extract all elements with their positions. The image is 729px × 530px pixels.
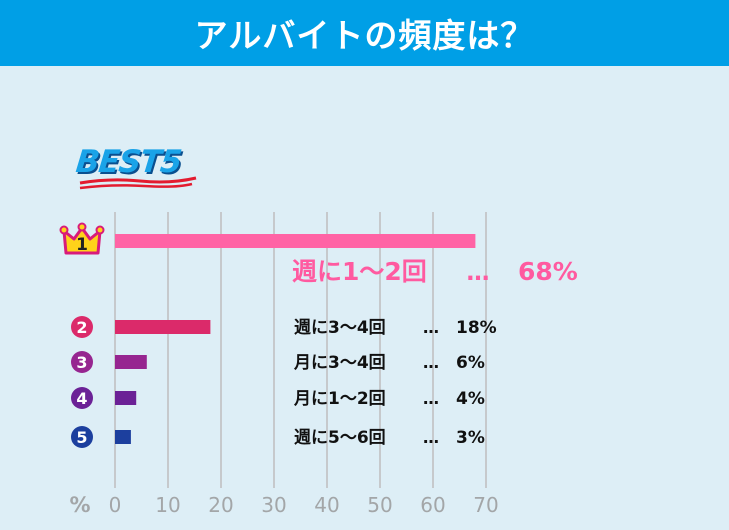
value-label: 4%: [456, 389, 485, 409]
value-label: 18%: [456, 318, 497, 338]
x-tick-label: 70: [473, 493, 498, 517]
bar-rank-3: [115, 355, 147, 369]
value-label: 68%: [518, 257, 578, 286]
x-tick-label: 50: [367, 493, 392, 517]
x-tick-label: 40: [314, 493, 339, 517]
header-banner: アルバイトの頻度は？: [0, 0, 729, 66]
page-title: アルバイトの頻度は？: [194, 16, 535, 55]
crown-icon: 1: [59, 222, 105, 255]
separator: …: [423, 428, 439, 447]
value-label: 6%: [456, 353, 485, 373]
bar-rank-4: [115, 391, 137, 405]
category-label: 月に3〜4回: [293, 353, 386, 373]
rank-number: 4: [76, 389, 87, 408]
separator: …: [467, 260, 490, 286]
rank-number: 1: [76, 235, 88, 255]
x-tick-label: 30: [261, 493, 286, 517]
data-label-rank-5: 週に5〜6回 … 3%: [294, 428, 485, 448]
data-label-rank-4: 月に1〜2回 … 4%: [293, 389, 485, 409]
rank-badge-5: 5: [71, 426, 93, 448]
x-tick-label: 10: [155, 493, 180, 517]
bar-rank-2: [115, 320, 211, 334]
x-tick-label: 0: [109, 493, 122, 517]
x-unit-label: %: [69, 493, 90, 517]
separator: …: [423, 353, 439, 372]
x-tick-label: 60: [420, 493, 445, 517]
category-label: 月に1〜2回: [293, 389, 386, 409]
rank-badge-4: 4: [71, 387, 93, 409]
rank-number: 5: [76, 428, 87, 447]
bar-rank-5: [115, 430, 131, 444]
data-label-rank-2: 週に3〜4回 … 18%: [294, 318, 497, 338]
bar-rank-1: [115, 234, 476, 248]
value-label: 3%: [456, 428, 485, 448]
x-axis-ticks: 0 10 20 30 40 50 60 70%: [69, 493, 498, 517]
grid-lines: [114, 212, 487, 488]
x-tick-label: 20: [208, 493, 233, 517]
separator: …: [423, 389, 439, 408]
separator: …: [423, 318, 439, 337]
category-label: 週に5〜6回: [294, 428, 386, 448]
category-label: 週に3〜4回: [294, 318, 386, 338]
rank-number: 3: [76, 353, 87, 372]
rank-number: 2: [76, 318, 87, 337]
data-label-rank-1: 週に1〜2回 … 68%: [292, 257, 578, 286]
category-label: 週に1〜2回: [292, 257, 427, 286]
best5-underline: [79, 176, 197, 190]
rank-badge-3: 3: [71, 351, 93, 373]
data-label-rank-3: 月に3〜4回 … 6%: [293, 353, 485, 373]
rank-badge-2: 2: [71, 316, 93, 338]
